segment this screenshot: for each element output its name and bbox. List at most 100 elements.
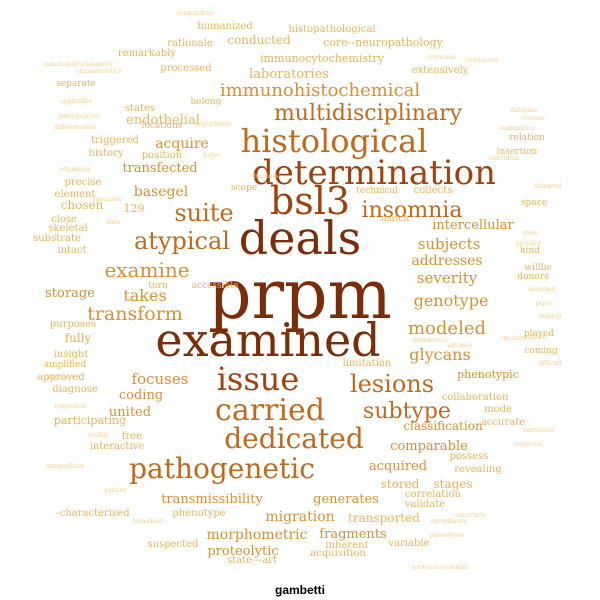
cloud-word: immunocytochemistry xyxy=(260,52,385,65)
cloud-word: suspected xyxy=(148,539,200,550)
cloud-word: coding xyxy=(119,388,163,403)
cloud-word: precise xyxy=(65,177,102,188)
cloud-word: history xyxy=(88,148,124,159)
cloud-word: migration xyxy=(265,509,334,525)
cloud-word: glycans xyxy=(409,345,470,364)
cloud-word: immunohistochemical xyxy=(220,80,421,101)
cloud-word: multidisciplinary xyxy=(274,101,463,126)
cloud-word: stored xyxy=(381,477,420,491)
cloud-word: constructs xyxy=(454,512,486,519)
cloud-word: basegel xyxy=(134,184,189,200)
cloud-word: transmissibility xyxy=(161,492,263,507)
cloud-word: inherited xyxy=(534,183,562,190)
cloud-word: dedicated xyxy=(224,422,364,455)
cloud-word: aims xyxy=(106,219,120,226)
cloud-word: storage xyxy=(45,286,95,301)
cloud-word: technical xyxy=(356,186,398,196)
cloud-word: position xyxy=(142,150,183,161)
cloud-caption: gambetti xyxy=(274,583,325,597)
cloud-word: extensively xyxy=(412,65,469,76)
cloud-word: processed xyxy=(160,63,212,74)
cloud-word: characteristics xyxy=(76,68,121,75)
cloud-word: locations xyxy=(141,121,182,131)
cloud-word: database xyxy=(510,107,538,114)
cloud-word: belong xyxy=(191,97,222,107)
cloud-word: pathogenetic xyxy=(129,452,315,485)
cloud-word: limitation xyxy=(343,358,392,369)
cloud-word: fully xyxy=(65,331,92,345)
cloud-word: free xyxy=(122,431,142,442)
cloud-word: proteolytic xyxy=(207,544,278,559)
cloud-word: subjects xyxy=(418,235,481,253)
cloud-word: possess xyxy=(450,451,489,462)
cloud-word: united xyxy=(109,405,151,420)
cloud-word: interactive xyxy=(90,441,145,452)
cloud-word: amplified xyxy=(44,360,87,370)
cloud-word: prpm xyxy=(208,256,392,335)
cloud-word: comparative xyxy=(176,10,214,17)
cloud-word: addresses xyxy=(411,253,482,269)
cloud-word: insight xyxy=(54,349,89,360)
cloud-word: state---art xyxy=(227,555,277,566)
cloud-word: insomnia xyxy=(362,198,463,223)
cloud-word: comparable xyxy=(390,439,468,454)
cloud-word: turn xyxy=(148,281,168,291)
cloud-word: inherent xyxy=(325,540,368,551)
cloud-word: core--neuropathology xyxy=(323,36,443,49)
cloud-word: circular xyxy=(500,335,524,342)
cloud-word: individual xyxy=(489,155,519,162)
cloud-word: endothelial xyxy=(126,113,200,128)
cloud-word: validate xyxy=(404,499,445,510)
cloud-word: focuses xyxy=(132,370,189,388)
cloud-word: lesions xyxy=(350,370,434,398)
cloud-word: overcome xyxy=(426,54,456,61)
cloud-word: surveillance xyxy=(431,518,468,525)
cloud-word: stages xyxy=(433,477,472,491)
cloud-word: states xyxy=(125,103,155,114)
cloud-word: atypical xyxy=(134,227,230,255)
cloud-word: examine xyxy=(104,258,189,282)
cloud-word: diagnose xyxy=(52,384,98,395)
cloud-word: humanized xyxy=(197,21,253,32)
cloud-word: protease-resistant xyxy=(412,564,468,571)
cloud-word: store xyxy=(522,230,538,237)
cloud-word: relation xyxy=(509,133,545,143)
cloud-word: skeletal xyxy=(48,223,87,234)
cloud-word: coming xyxy=(524,346,558,356)
cloud-word: suite xyxy=(174,199,233,227)
cloud-word: subtype xyxy=(363,399,451,424)
cloud-word: barriers xyxy=(254,173,279,180)
cloud-word: donors xyxy=(517,272,549,282)
cloud-word: mode xyxy=(484,404,512,415)
cloud-word: acquisition xyxy=(310,548,366,559)
cloud-word: chosen xyxy=(61,198,104,212)
cloud-word: difficult xyxy=(538,360,562,367)
cloud-word: morphometric xyxy=(206,527,307,543)
cloud-word: correlation xyxy=(405,489,461,500)
cloud-word: bsl3 xyxy=(270,179,350,223)
cloud-word: takes xyxy=(123,286,166,305)
cloud-word: prpsc- xyxy=(535,300,554,307)
cloud-word: separate xyxy=(56,79,96,89)
cloud-word: remarkably xyxy=(118,48,177,59)
cloud-word: played xyxy=(524,329,554,339)
cloud-word: substrate xyxy=(33,233,81,244)
cloud-word: examined xyxy=(155,313,380,367)
cloud-word: accurate xyxy=(481,417,525,428)
cloud-word: modeled xyxy=(408,318,486,339)
cloud-word: match xyxy=(381,214,410,224)
cloud-word: oversee xyxy=(521,115,545,122)
cloud-word: advance xyxy=(447,342,473,349)
cloud-word: applicable xyxy=(60,98,92,105)
cloud-word: revealing xyxy=(454,464,502,475)
cloud-word: fragment xyxy=(46,374,75,381)
cloud-word: patient xyxy=(104,487,126,494)
cloud-word: advantage xyxy=(59,166,91,173)
cloud-word: beta-sheet xyxy=(132,518,164,525)
cloud-word: transported xyxy=(348,511,420,525)
cloud-word: collects xyxy=(414,185,453,196)
cloud-word: 129 xyxy=(124,202,145,215)
cloud-word: histological xyxy=(241,122,428,160)
cloud-word: scope xyxy=(231,183,257,193)
